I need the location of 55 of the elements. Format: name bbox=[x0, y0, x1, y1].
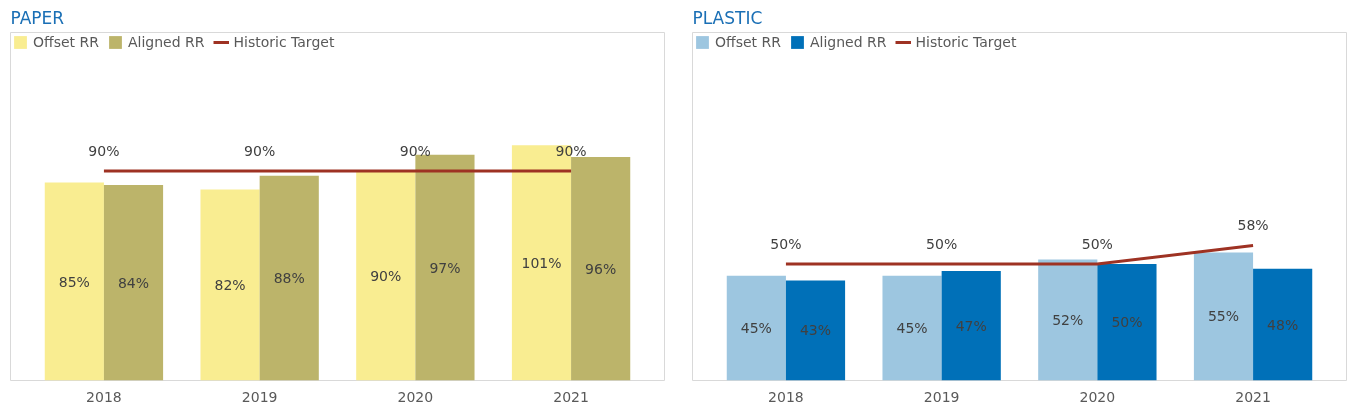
data-label: 82% bbox=[214, 277, 246, 294]
bar bbox=[571, 157, 631, 381]
data-label: 52% bbox=[1052, 311, 1084, 328]
data-label: 50% bbox=[926, 236, 958, 253]
data-label: 45% bbox=[896, 320, 928, 337]
data-label: 47% bbox=[955, 317, 987, 334]
data-label: 50% bbox=[1081, 236, 1113, 253]
data-label: 88% bbox=[273, 270, 305, 287]
legend-label: Historic Target bbox=[915, 34, 1017, 50]
data-label: 85% bbox=[58, 273, 90, 290]
bar bbox=[1097, 264, 1157, 381]
legend-label: Historic Target bbox=[233, 34, 335, 50]
bar bbox=[785, 280, 846, 381]
bar bbox=[259, 175, 319, 381]
bar bbox=[415, 154, 475, 381]
legend-label: Aligned RR bbox=[127, 34, 205, 50]
chart-title: PLASTIC bbox=[692, 7, 763, 28]
x-tick-label: 2021 bbox=[553, 388, 589, 405]
legend-label: Offset RR bbox=[715, 34, 781, 50]
data-label: 45% bbox=[740, 320, 772, 337]
data-label: 90% bbox=[370, 267, 402, 284]
data-label: 90% bbox=[399, 142, 431, 159]
data-label: 90% bbox=[88, 142, 120, 159]
bar bbox=[1193, 252, 1254, 381]
data-label: 50% bbox=[1111, 314, 1143, 331]
data-label: 96% bbox=[585, 260, 617, 277]
data-label: 97% bbox=[429, 259, 461, 276]
data-label: 84% bbox=[117, 274, 150, 291]
x-tick-label: 2019 bbox=[241, 388, 278, 405]
data-label: 90% bbox=[555, 142, 587, 159]
bar bbox=[1253, 268, 1313, 381]
x-tick-label: 2020 bbox=[1079, 388, 1116, 405]
data-label: 58% bbox=[1237, 217, 1269, 234]
bar bbox=[1038, 259, 1098, 381]
bar bbox=[726, 275, 786, 381]
data-label: 55% bbox=[1207, 308, 1240, 325]
bar bbox=[882, 275, 942, 381]
data-label: 48% bbox=[1267, 316, 1299, 333]
x-tick-label: 2018 bbox=[86, 388, 122, 405]
x-tick-label: 2019 bbox=[923, 388, 960, 405]
legend-label: Aligned RR bbox=[809, 34, 887, 50]
x-tick-label: 2020 bbox=[397, 388, 434, 405]
bar bbox=[356, 170, 416, 381]
x-tick-label: 2021 bbox=[1235, 388, 1271, 405]
bar bbox=[941, 271, 1001, 381]
bar bbox=[103, 184, 164, 381]
bar bbox=[44, 182, 104, 381]
bar bbox=[200, 189, 260, 381]
data-label: 101% bbox=[521, 254, 562, 271]
x-tick-label: 2018 bbox=[768, 388, 804, 405]
legend-label: Offset RR bbox=[33, 34, 99, 50]
data-label: 43% bbox=[799, 322, 832, 339]
data-label: 50% bbox=[770, 236, 802, 253]
chart-title: PAPER bbox=[10, 7, 65, 28]
data-label: 90% bbox=[244, 142, 276, 159]
